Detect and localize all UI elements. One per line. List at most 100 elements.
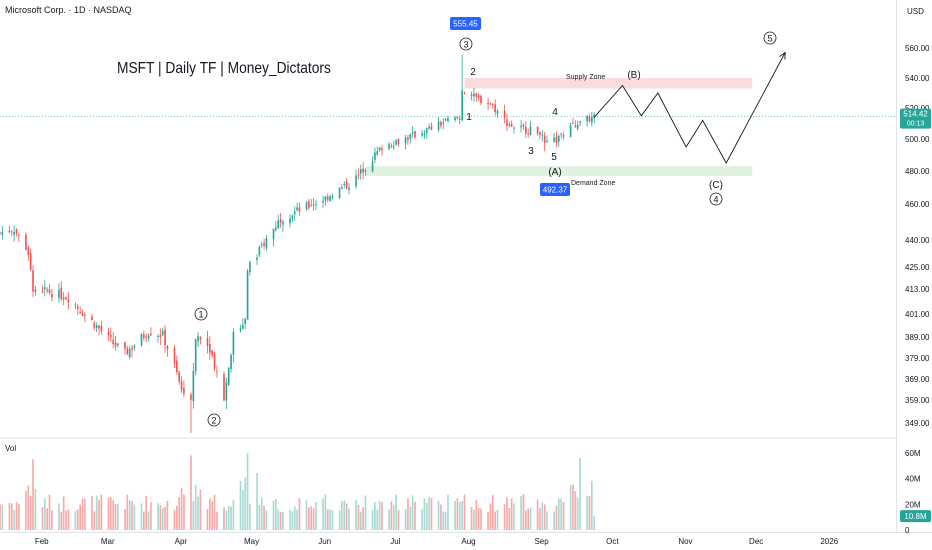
volume-bar: [27, 485, 30, 530]
candle-body: [546, 140, 548, 143]
candle-body: [430, 125, 433, 130]
symbol-title: Microsoft Corp. · 1D · NASDAQ: [5, 5, 132, 15]
wave-label-c: (C): [709, 180, 723, 191]
candle-body: [553, 137, 555, 142]
candle-body: [58, 289, 60, 298]
volume-bar: [10, 503, 13, 530]
volume-bar: [91, 496, 93, 530]
candle-body: [305, 202, 308, 210]
candle-body: [411, 132, 414, 134]
price-tick-label-14: 349.00: [905, 419, 930, 428]
volume-bar: [227, 506, 230, 530]
candle-body: [555, 136, 558, 143]
volume-bar: [140, 503, 143, 530]
volume-label: Vol: [5, 444, 17, 453]
volume-bar: [51, 510, 53, 530]
candle-body: [213, 354, 216, 369]
volume-bar: [527, 508, 529, 530]
volume-bar: [586, 495, 588, 530]
time-tick-label-2: Apr: [175, 537, 188, 546]
volume-bar: [100, 494, 103, 530]
time-tick-label-1: Mar: [101, 537, 115, 546]
volume-bar: [114, 504, 117, 530]
candle-body: [239, 328, 242, 331]
price-tick-label-1: 540.00: [905, 74, 930, 83]
projection-layer: [593, 51, 786, 164]
price-tick-label-12: 369.00: [905, 375, 930, 384]
currency-label[interactable]: USD: [907, 7, 924, 16]
candle-body: [265, 238, 268, 248]
candle-body: [508, 124, 511, 126]
candle-body: [0, 232, 1, 234]
candle-body: [388, 144, 390, 149]
volume-bar: [414, 501, 416, 530]
candle-body: [442, 122, 445, 124]
candle-body: [293, 211, 296, 215]
time-tick-label-3: May: [244, 537, 259, 546]
volume-bar: [74, 510, 77, 530]
candle-body: [527, 133, 529, 135]
volume-bar: [131, 501, 133, 530]
volume-bar: [161, 508, 164, 530]
candle-body: [539, 131, 541, 135]
volume-bar: [291, 511, 294, 530]
candle-body: [10, 231, 13, 233]
volume-bar: [378, 500, 381, 530]
candle-body: [475, 93, 478, 97]
volume-bar: [209, 498, 211, 530]
candle-body: [126, 348, 129, 355]
volume-bar: [213, 494, 216, 530]
wave-label-circle-3: 3: [463, 40, 468, 50]
candle-body: [15, 229, 18, 234]
volume-bar: [524, 510, 527, 530]
candle-body: [34, 289, 37, 293]
candle-body: [541, 134, 544, 136]
candle-body: [536, 126, 539, 134]
volume-bar: [265, 510, 268, 530]
candle-body: [315, 203, 317, 205]
volume-bar: [258, 505, 261, 530]
annotations-layer: 1 2 3 4 5 1 2 3 4 5 (A) (B) (C) Supply Zone Demand Zon…: [194, 17, 777, 427]
volume-bar: [147, 511, 150, 530]
candle-body: [362, 168, 364, 173]
candle-body: [569, 124, 572, 137]
candle-body: [178, 371, 181, 382]
volume-bar: [277, 509, 280, 530]
volume-bar: [364, 495, 367, 530]
volume-bar: [260, 497, 263, 530]
candle-body: [124, 342, 126, 349]
candle-body: [147, 335, 150, 339]
candle-body: [586, 115, 588, 122]
candle-body: [543, 135, 546, 143]
volume-bar: [13, 509, 15, 530]
volume-bar: [225, 510, 228, 530]
volume-bar: [555, 505, 558, 530]
volume-tick-label-3: 0: [905, 526, 910, 535]
volume-bar: [282, 511, 284, 530]
volume-bar: [76, 509, 79, 530]
volume-bar: [199, 489, 202, 530]
candle-body: [324, 196, 327, 201]
candle-body: [381, 148, 383, 151]
price-tick-label-0: 560.00: [905, 44, 930, 53]
candle-body: [140, 333, 143, 346]
volume-bar: [477, 507, 480, 530]
candle-body: [109, 334, 112, 337]
time-tick-label-7: Sep: [534, 537, 549, 546]
volume-bar: [0, 504, 1, 530]
candle-body: [308, 201, 310, 208]
volume-bar: [246, 452, 249, 530]
candle-body: [392, 146, 395, 148]
candle-body: [395, 140, 397, 145]
volume-bar: [407, 498, 409, 530]
candle-body: [447, 118, 449, 122]
volume-bar: [58, 503, 60, 530]
volume-bar: [166, 500, 169, 530]
candle-body: [458, 118, 461, 121]
candle-body: [13, 232, 15, 235]
volume-bar: [65, 510, 67, 530]
price-tick-label-3: 500.00: [905, 135, 930, 144]
candle-body: [487, 103, 489, 105]
volume-bar: [362, 507, 364, 530]
